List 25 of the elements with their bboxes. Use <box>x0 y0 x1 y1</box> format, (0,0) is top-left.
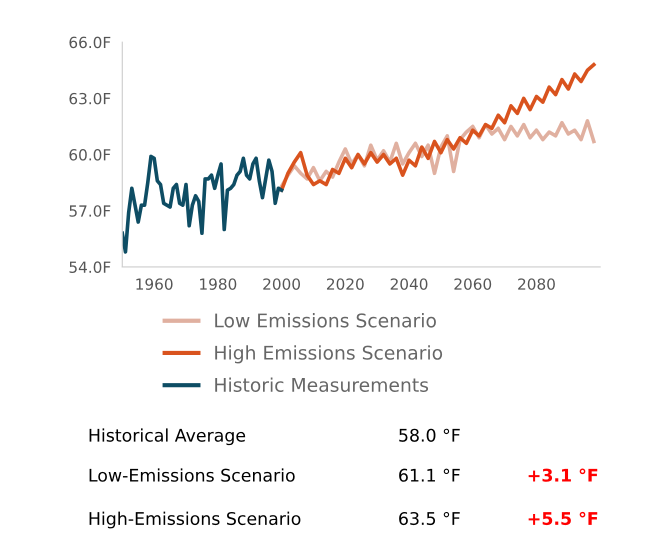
x-tick-label: 2040 <box>390 278 428 290</box>
y-tick-label: 60.0F <box>69 149 110 161</box>
x-tick-label: 2020 <box>326 278 364 290</box>
text: 58.0 °F <box>399 428 460 442</box>
x-tick-label: 1980 <box>200 278 236 290</box>
legend-label: Low Emissions Scenario <box>215 313 436 328</box>
text: Low-Emissions Scenario <box>90 468 295 482</box>
line-series <box>122 154 284 254</box>
text: +3.1 °F <box>528 468 598 482</box>
x-tick-label: 2000 <box>263 278 300 290</box>
text: High-Emissions Scenario <box>90 512 300 528</box>
x-tick-label: 1960 <box>136 278 173 290</box>
text: 63.5 °F <box>399 512 460 526</box>
y-tick-label: 63.0F <box>69 92 110 104</box>
y-tick-label: 57.0F <box>70 205 110 217</box>
y-tick-label: 54.0F <box>70 261 110 273</box>
text: 61.1 °F <box>399 468 460 482</box>
legend-label: Historic Measurements <box>215 377 428 392</box>
text: Historical Average <box>90 428 246 446</box>
legend-label: High Emissions Scenario <box>215 345 442 364</box>
line-series <box>280 62 596 192</box>
y-tick-label: 66.0F <box>69 36 110 48</box>
text: +5.5 °F <box>528 512 598 526</box>
x-tick-label: 2060 <box>454 278 492 290</box>
x-tick-label: 2080 <box>518 278 555 290</box>
